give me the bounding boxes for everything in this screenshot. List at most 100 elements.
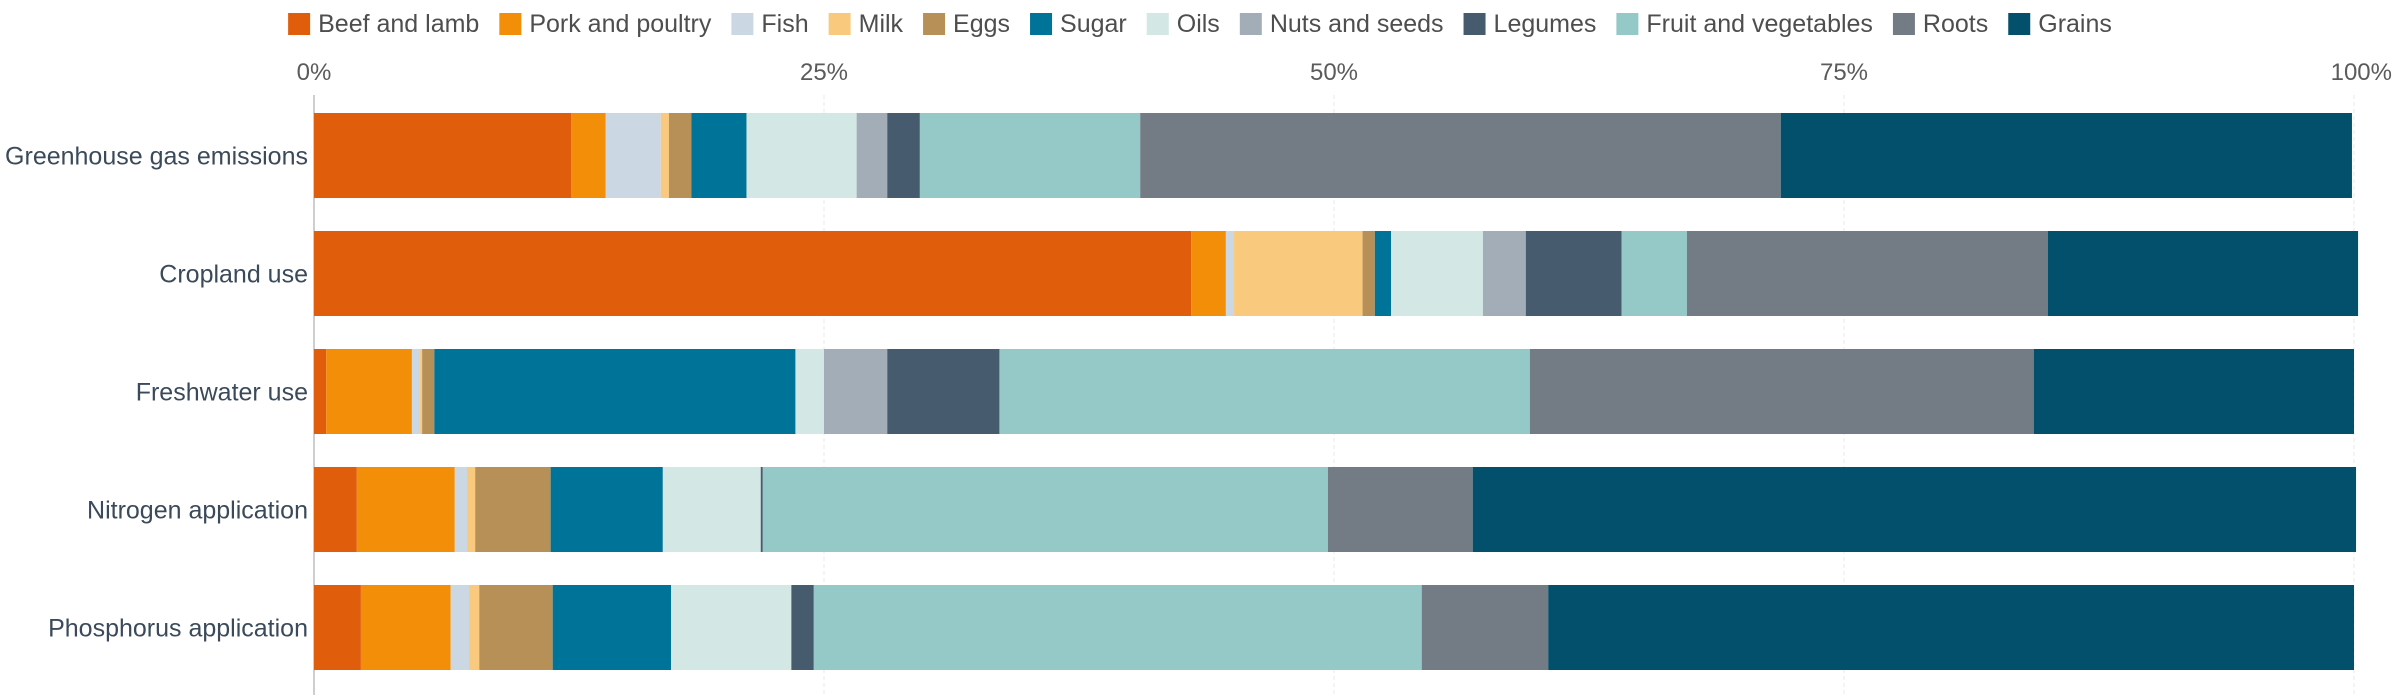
x-tick-label-25: 25% — [800, 59, 848, 86]
legend-item-roots: Roots — [1892, 10, 1988, 38]
legend-item-sugar: Sugar — [1030, 10, 1127, 38]
x-tick-label-75: 75% — [1820, 59, 1868, 86]
legend-item-nuts-and-seeds: Nuts and seeds — [1239, 10, 1444, 38]
category-labels: Greenhouse gas emissions Cropland use Fres… — [5, 143, 308, 643]
bar-segment-greenhouse-gas-emissions-milk — [660, 113, 669, 198]
bar-segment-nitrogen-application-sugar — [550, 467, 663, 552]
bar-segment-freshwater-use-roots — [1529, 349, 2034, 434]
bar-segment-greenhouse-gas-emissions-pork-and-poultry — [571, 113, 606, 198]
legend-label-roots: Roots — [1923, 10, 1988, 38]
bar-segment-greenhouse-gas-emissions-roots — [1140, 113, 1781, 198]
legend-swatch-grains — [2008, 13, 2031, 35]
category-label-phosphorus-application: Phosphorus application — [48, 615, 308, 643]
x-tick-label-50: 50% — [1310, 59, 1358, 86]
bar-segment-freshwater-use-milk — [420, 349, 423, 434]
legend-item-milk: Milk — [828, 10, 904, 38]
bar-segment-greenhouse-gas-emissions-beef-and-lamb — [314, 113, 572, 198]
bar-segment-cropland-use-legumes — [1525, 231, 1622, 316]
bar-segment-greenhouse-gas-emissions-grains — [1780, 113, 2352, 198]
legend-label-fish: Fish — [761, 10, 808, 38]
bar-segment-greenhouse-gas-emissions-oils — [746, 113, 857, 198]
bar-segment-cropland-use-fish — [1225, 231, 1235, 316]
bar-segment-phosphorus-application-roots — [1421, 585, 1549, 670]
legend-item-fruit-and-vegetables: Fruit and vegetables — [1616, 10, 1873, 38]
legend-swatch-nuts-and-seeds — [1239, 13, 1262, 35]
bar-segment-cropland-use-eggs — [1362, 231, 1375, 316]
bar-segment-nitrogen-application-milk — [467, 467, 476, 552]
bar-segment-freshwater-use-eggs — [422, 349, 435, 434]
bar-segment-freshwater-use-oils — [795, 349, 824, 434]
bar-segment-nitrogen-application-eggs — [475, 467, 551, 552]
legend-swatch-milk — [828, 13, 851, 35]
bar-segment-phosphorus-application-grains — [1548, 585, 2354, 670]
category-label-cropland-use: Cropland use — [159, 261, 308, 289]
bar-segment-nitrogen-application-fruit-and-vegetables — [762, 467, 1328, 552]
x-axis-ticks: 0% 25% 50% 75% 100% — [297, 59, 2392, 86]
legend-swatch-roots — [1892, 13, 1915, 35]
bar-segment-greenhouse-gas-emissions-fish — [605, 113, 661, 198]
bar-segment-nitrogen-application-fish — [454, 467, 467, 552]
legend-label-oils: Oils — [1177, 10, 1220, 38]
category-label-nitrogen-application: Nitrogen application — [87, 497, 308, 525]
bar-segment-nitrogen-application-roots — [1327, 467, 1473, 552]
bar-segment-greenhouse-gas-emissions-eggs — [668, 113, 692, 198]
legend-item-pork-and-poultry: Pork and poultry — [499, 10, 712, 38]
legend-item-eggs: Eggs — [923, 10, 1010, 38]
legend-item-beef-and-lamb: Beef and lamb — [288, 10, 479, 38]
bar-segment-nitrogen-application-pork-and-poultry — [356, 467, 455, 552]
bar-segment-phosphorus-application-sugar — [552, 585, 671, 670]
bar-segment-freshwater-use-fruit-and-vegetables — [999, 349, 1530, 434]
bar-segment-nitrogen-application-grains — [1472, 467, 2357, 552]
legend-swatch-oils — [1146, 13, 1169, 35]
bars — [314, 113, 2359, 670]
category-label-greenhouse-gas-emissions: Greenhouse gas emissions — [5, 143, 308, 171]
bar-segment-nitrogen-application-oils — [662, 467, 761, 552]
bar-segment-phosphorus-application-oils — [671, 585, 792, 670]
bar-segment-freshwater-use-sugar — [434, 349, 796, 434]
bar-segment-phosphorus-application-fish — [450, 585, 470, 670]
legend-swatch-beef-and-lamb — [288, 13, 311, 35]
bar-segment-phosphorus-application-eggs — [479, 585, 553, 670]
bar-segment-greenhouse-gas-emissions-nuts-and-seeds — [856, 113, 888, 198]
bar-segment-cropland-use-grains — [2048, 231, 2359, 316]
legend-label-pork-and-poultry: Pork and poultry — [529, 10, 712, 38]
legend-swatch-sugar — [1030, 13, 1053, 35]
legend-swatch-fruit-and-vegetables — [1616, 13, 1639, 35]
legend-swatch-fish — [731, 13, 754, 35]
bar-segment-greenhouse-gas-emissions-sugar — [691, 113, 747, 198]
x-tick-label-100: 100% — [2331, 59, 2392, 86]
bar-row-greenhouse-gas-emissions — [314, 113, 2352, 198]
bar-segment-cropland-use-oils — [1391, 231, 1483, 316]
bar-segment-nitrogen-application-legumes — [760, 467, 763, 552]
bar-row-cropland-use — [314, 231, 2359, 316]
legend-item-fish: Fish — [731, 10, 809, 38]
legend-item-grains: Grains — [2008, 10, 2112, 38]
bar-segment-nitrogen-application-beef-and-lamb — [314, 467, 357, 552]
bar-segment-phosphorus-application-pork-and-poultry — [360, 585, 451, 670]
legend-label-milk: Milk — [859, 10, 904, 38]
legend-label-sugar: Sugar — [1060, 10, 1127, 38]
legend-swatch-eggs — [923, 13, 946, 35]
bar-segment-phosphorus-application-fruit-and-vegetables — [813, 585, 1422, 670]
bar-segment-freshwater-use-beef-and-lamb — [314, 349, 327, 434]
legend-label-eggs: Eggs — [953, 10, 1010, 38]
bar-segment-phosphorus-application-beef-and-lamb — [314, 585, 361, 670]
bar-segment-greenhouse-gas-emissions-legumes — [887, 113, 920, 198]
legend-item-legumes: Legumes — [1463, 10, 1597, 38]
bar-segment-cropland-use-roots — [1686, 231, 2048, 316]
legend-label-legumes: Legumes — [1494, 10, 1597, 38]
bar-row-nitrogen-application — [314, 467, 2357, 552]
category-label-freshwater-use: Freshwater use — [136, 379, 308, 407]
bar-row-freshwater-use — [314, 349, 2354, 434]
legend-label-fruit-and-vegetables: Fruit and vegetables — [1646, 10, 1873, 38]
legend: Beef and lamb Pork and poultry Fish Milk Egg… — [288, 10, 2112, 38]
legend-swatch-legumes — [1463, 13, 1486, 35]
bar-segment-freshwater-use-grains — [2033, 349, 2354, 434]
bar-row-phosphorus-application — [314, 585, 2354, 670]
bar-segment-cropland-use-pork-and-poultry — [1191, 231, 1226, 316]
bar-segment-cropland-use-fruit-and-vegetables — [1621, 231, 1687, 316]
bar-segment-freshwater-use-fish — [411, 349, 421, 434]
legend-label-beef-and-lamb: Beef and lamb — [318, 10, 479, 38]
bar-segment-cropland-use-sugar — [1374, 231, 1392, 316]
